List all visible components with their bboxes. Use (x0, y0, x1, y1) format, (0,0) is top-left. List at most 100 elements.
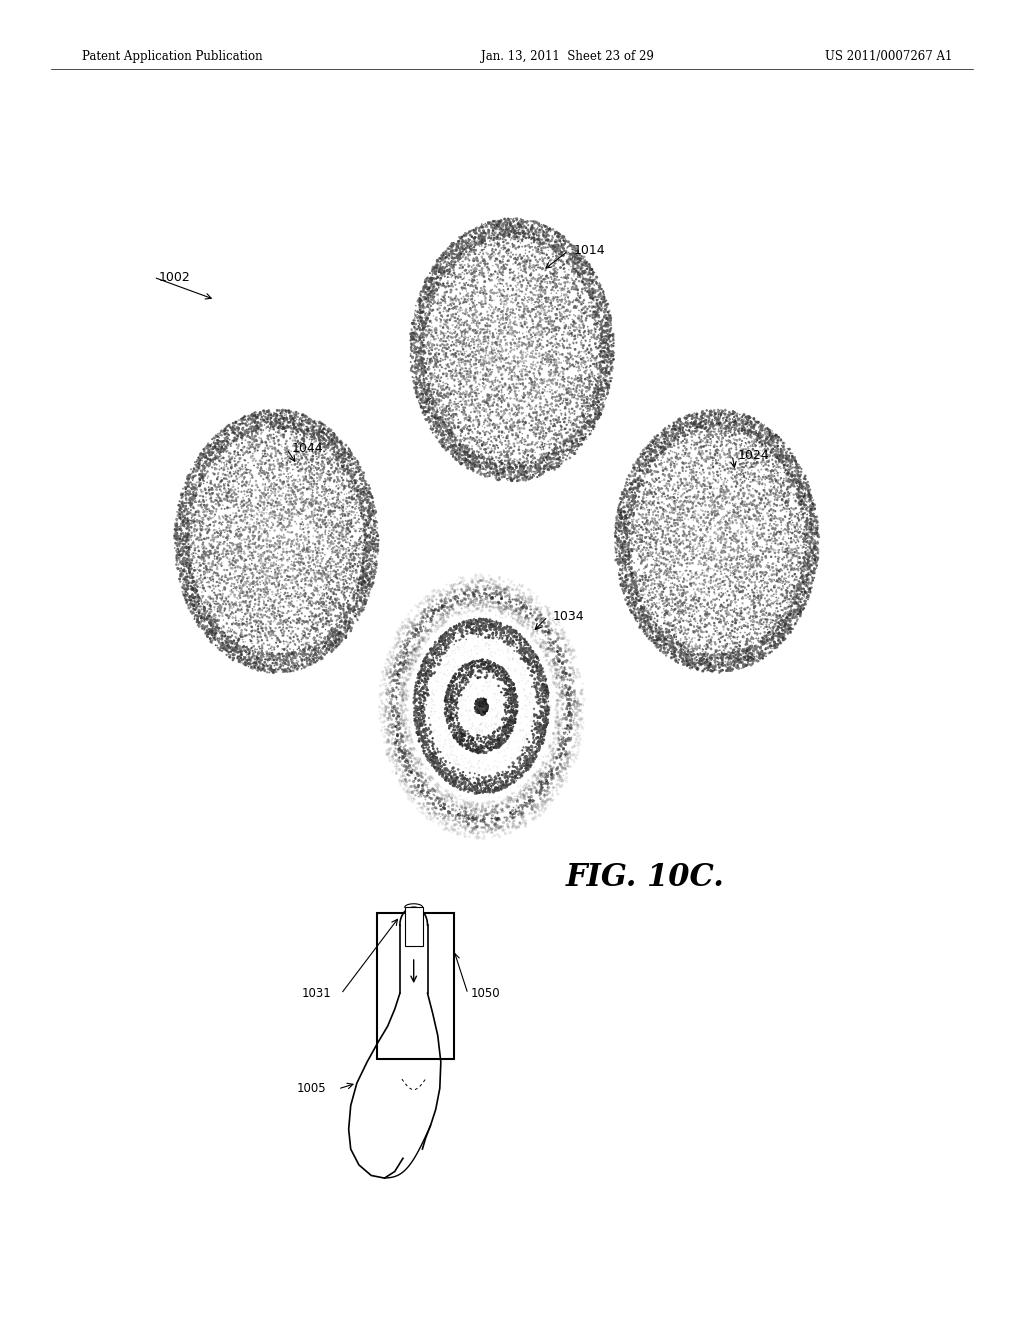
Point (542, 612, 558, 634)
Point (517, 391, 534, 412)
Point (275, 426, 292, 447)
Point (415, 686, 431, 708)
Point (554, 450, 570, 471)
Point (746, 470, 763, 491)
Point (764, 479, 780, 500)
Point (763, 482, 779, 503)
Point (250, 569, 266, 590)
Point (708, 408, 724, 429)
Point (755, 447, 771, 469)
Point (206, 428, 222, 449)
Point (579, 378, 595, 399)
Point (444, 418, 461, 440)
Point (241, 644, 257, 665)
Point (427, 318, 443, 339)
Point (408, 689, 424, 710)
Point (221, 520, 238, 541)
Point (462, 298, 478, 319)
Point (784, 565, 801, 586)
Point (638, 478, 654, 499)
Point (447, 436, 464, 457)
Point (416, 601, 432, 622)
Point (656, 605, 673, 626)
Point (317, 438, 334, 459)
Point (220, 433, 237, 454)
Point (481, 315, 498, 337)
Point (219, 548, 236, 569)
Point (479, 453, 496, 474)
Point (518, 631, 535, 652)
Point (250, 632, 266, 653)
Point (364, 504, 380, 525)
Point (535, 634, 551, 655)
Point (481, 780, 498, 801)
Point (723, 590, 739, 611)
Point (505, 235, 521, 256)
Point (675, 572, 691, 593)
Point (743, 422, 760, 444)
Point (556, 235, 572, 256)
Point (473, 263, 489, 284)
Point (721, 554, 737, 576)
Point (594, 360, 610, 381)
Point (436, 623, 453, 644)
Point (468, 826, 484, 847)
Point (792, 482, 808, 503)
Point (265, 528, 282, 549)
Point (519, 759, 536, 780)
Point (688, 421, 705, 442)
Point (454, 626, 470, 647)
Point (431, 407, 447, 428)
Point (419, 781, 435, 803)
Point (353, 503, 370, 524)
Point (494, 725, 510, 746)
Point (700, 651, 717, 672)
Point (712, 413, 728, 434)
Point (598, 308, 614, 329)
Point (333, 539, 349, 560)
Point (458, 230, 474, 251)
Point (490, 236, 507, 257)
Point (593, 330, 609, 351)
Point (521, 744, 538, 766)
Point (504, 444, 520, 465)
Point (752, 513, 768, 535)
Point (530, 346, 547, 367)
Point (430, 594, 446, 615)
Point (628, 562, 644, 583)
Point (445, 665, 462, 686)
Point (274, 455, 291, 477)
Point (407, 651, 423, 672)
Point (456, 447, 472, 469)
Point (190, 447, 207, 469)
Point (178, 495, 195, 516)
Point (333, 626, 349, 647)
Point (244, 426, 260, 447)
Point (637, 479, 653, 500)
Point (261, 413, 278, 434)
Point (575, 302, 592, 323)
Point (229, 556, 246, 577)
Point (801, 521, 817, 543)
Point (205, 451, 221, 473)
Point (302, 474, 318, 495)
Point (616, 488, 633, 510)
Point (513, 597, 529, 618)
Point (547, 319, 563, 341)
Point (504, 469, 520, 490)
Point (521, 644, 538, 665)
Point (196, 453, 212, 474)
Point (745, 651, 762, 672)
Point (697, 413, 714, 434)
Point (419, 271, 435, 292)
Point (171, 499, 187, 520)
Point (713, 527, 729, 548)
Point (400, 789, 417, 810)
Point (438, 338, 455, 359)
Point (725, 651, 741, 672)
Point (309, 581, 326, 602)
Point (499, 444, 515, 465)
Point (331, 446, 347, 467)
Point (777, 553, 794, 574)
Point (250, 437, 266, 458)
